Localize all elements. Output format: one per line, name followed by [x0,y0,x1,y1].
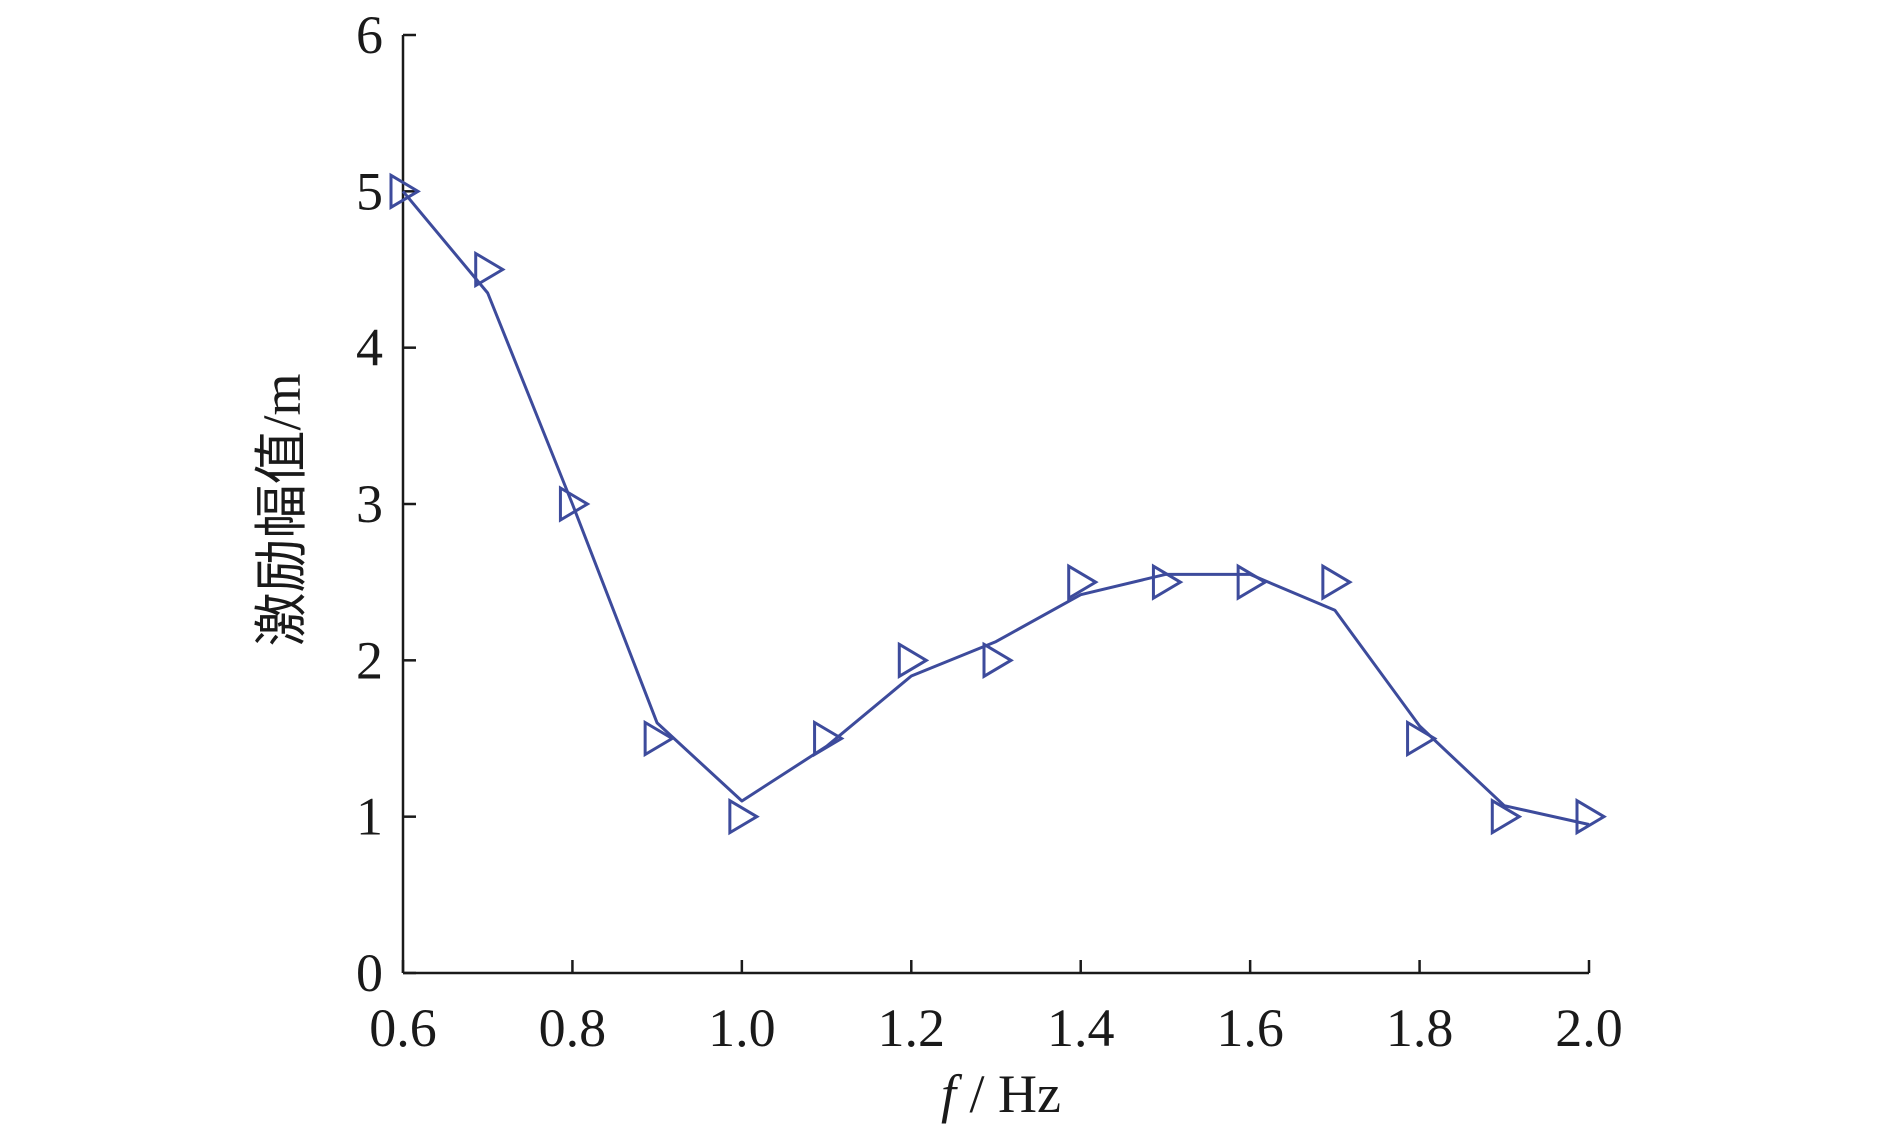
data-point-marker [897,641,930,679]
x-tick-label: 1.2 [878,998,946,1058]
x-tick-label: 1.8 [1386,998,1454,1058]
x-tick-label: 2.0 [1555,998,1623,1058]
data-point-marker [1490,798,1523,836]
axes [401,35,1589,975]
data-point-marker [1236,563,1269,601]
y-axis-title: 激励幅值/m [252,373,312,646]
data-point-marker [1067,563,1099,601]
y-tick-label: 5 [356,161,383,221]
y-tick-label: 0 [356,943,383,1003]
data-point-marker [389,172,421,210]
y-tick-label: 2 [356,630,383,690]
x-tick-label: 0.6 [369,998,437,1058]
x-ticks: 0.6 0.8 1.0 1.2 1.4 1.6 1.8 2.0 [369,960,1623,1058]
data-point-marker [1321,563,1353,601]
data-point-marker [1406,719,1438,758]
data-point-marker [643,719,676,758]
y-tick-label: 6 [356,5,383,65]
data-point-marker [728,798,760,836]
x-axis-title: f / Hz [941,1064,1061,1124]
x-axis-title-unit: / Hz [956,1064,1061,1124]
markers [389,172,1607,836]
data-point-marker [813,719,845,758]
y-tick-label: 4 [356,318,383,378]
x-tick-label: 1.6 [1216,998,1284,1058]
x-tick-label: 1.4 [1047,998,1115,1058]
data-point-marker [474,250,506,289]
y-tick-label: 1 [356,787,383,847]
data-point-marker [1575,798,1607,836]
y-tick-label: 3 [356,474,383,534]
x-tick-label: 0.8 [539,998,607,1058]
data-point-marker [982,641,1014,679]
x-tick-label: 1.0 [708,998,776,1058]
y-ticks: 0 1 2 3 4 5 6 [356,5,416,1003]
data-point-marker [558,485,591,523]
series-line [401,190,1590,826]
data-point-marker [1151,563,1184,601]
series [401,190,1590,826]
